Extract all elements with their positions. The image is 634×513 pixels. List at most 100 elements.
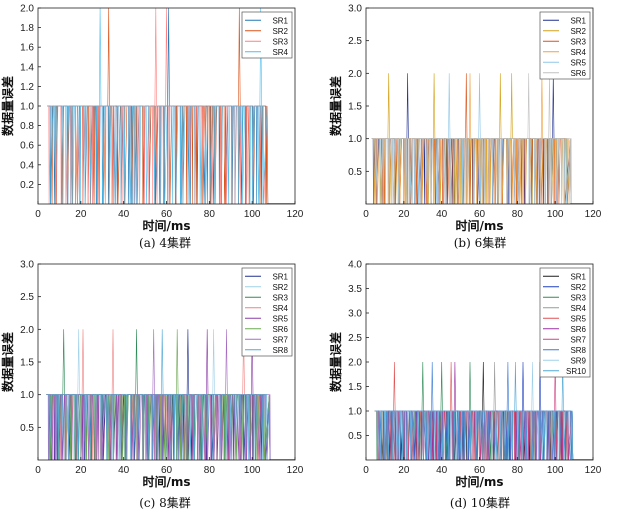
legend-label-sr5: SR5	[272, 314, 288, 323]
y-tick-label: 1.8	[20, 23, 34, 34]
legend-label-sr4: SR4	[272, 304, 288, 313]
legend-label-sr1: SR1	[272, 272, 288, 281]
x-tick-label: 0	[35, 209, 41, 220]
y-tick-label: 1.0	[20, 390, 34, 401]
y-tick-label: 2.5	[348, 36, 362, 47]
y-tick-label: 0.4	[20, 160, 34, 171]
series-lines	[47, 7, 269, 205]
y-tick-label: 3.5	[348, 284, 362, 295]
y-tick-label: 1.5	[20, 358, 34, 369]
x-tick-label: 80	[204, 465, 216, 476]
x-tick-label: 40	[118, 209, 130, 220]
y-tick-label: 2.5	[348, 333, 362, 344]
panel-caption: (d) 10集群	[450, 495, 510, 510]
y-tick-label: 1.5	[348, 102, 362, 113]
legend-label-sr6: SR6	[570, 69, 586, 78]
legend-label-sr8: SR8	[570, 346, 586, 355]
y-tick-label: 2.0	[348, 358, 362, 369]
legend-label-sr4: SR4	[272, 48, 288, 57]
series-line-sr6	[372, 73, 572, 205]
x-axis-label: 时间/ms	[142, 474, 190, 489]
x-tick-label: 80	[204, 209, 216, 220]
legend-label-sr2: SR2	[272, 283, 288, 292]
y-axis-label: 数据量误差	[328, 332, 343, 392]
y-tick-label: 1.0	[20, 102, 34, 113]
panel-1: 0 20 40 60 80 100 120 0.2 0.4 0.6 0.8 1.0 1.2 1.4 1.6 1…	[0, 4, 304, 251]
y-tick-label: 0.5	[348, 431, 362, 442]
panel-caption: (a) 4集群	[139, 235, 191, 250]
legend-label-sr2: SR2	[272, 27, 288, 36]
y-tick-label: 1.2	[20, 82, 34, 93]
y-tick-label: 1.0	[348, 407, 362, 418]
y-tick-label: 1.4	[20, 62, 34, 73]
x-axis-label: 时间/ms	[455, 218, 503, 233]
x-tick-label: 120	[287, 465, 304, 476]
x-tick-label: 100	[244, 209, 261, 220]
y-tick-label: 1.0	[348, 134, 362, 145]
y-axis-label: 数据量误差	[0, 332, 15, 392]
legend-label-sr2: SR2	[570, 283, 586, 292]
x-tick-label: 60	[161, 465, 173, 476]
legend-label-sr2: SR2	[570, 27, 586, 36]
legend-label-sr10: SR10	[566, 367, 587, 376]
legend-box	[241, 11, 293, 59]
x-tick-label: 120	[585, 465, 602, 476]
x-tick-label: 60	[161, 209, 173, 220]
legend-label-sr1: SR1	[570, 272, 586, 281]
panel-3: 0 20 40 60 80 100 120 0.5 1.0 1.5 2.0 2.5 3.0 时间/ms 数据…	[0, 260, 304, 511]
legend-label-sr6: SR6	[272, 325, 288, 334]
x-tick-label: 40	[436, 465, 448, 476]
legend-label-sr3: SR3	[570, 293, 586, 302]
y-tick-label: 1.5	[348, 382, 362, 393]
y-tick-label: 0.5	[348, 167, 362, 178]
x-tick-label: 100	[547, 209, 564, 220]
x-tick-label: 40	[118, 465, 130, 476]
panel-2: 0 20 40 60 80 100 120 0.5 1.0 1.5 2.0 2.5 3.0 时间/ms 数据…	[328, 4, 602, 251]
x-tick-label: 20	[398, 465, 410, 476]
y-tick-label: 3.0	[348, 309, 362, 320]
x-tick-label: 120	[287, 209, 304, 220]
y-tick-label: 3.0	[348, 4, 362, 15]
y-tick-label: 2.0	[348, 69, 362, 80]
x-axis-label: 时间/ms	[455, 474, 503, 489]
legend-label-sr8: SR8	[272, 346, 288, 355]
y-tick-label: 2.0	[20, 4, 34, 15]
x-axis-label: 时间/ms	[142, 218, 190, 233]
panel-4: 0 20 40 60 80 100 120 0.5 1.0 1.5 2.0 2.5 3.0 3.5 4.0 时…	[328, 260, 602, 511]
y-tick-label: 3.0	[20, 260, 34, 271]
legend-label-sr7: SR7	[570, 335, 586, 344]
x-tick-label: 60	[474, 209, 486, 220]
y-tick-label: 1.6	[20, 43, 34, 54]
x-tick-label: 0	[35, 465, 41, 476]
x-tick-label: 0	[363, 465, 369, 476]
legend-label-sr4: SR4	[570, 304, 586, 313]
panel-caption: (c) 8集群	[139, 495, 191, 510]
x-tick-label: 120	[585, 209, 602, 220]
legend-label-sr3: SR3	[272, 37, 288, 46]
legend-box	[539, 267, 591, 378]
x-tick-label: 20	[75, 465, 87, 476]
x-tick-label: 100	[244, 465, 261, 476]
x-tick-label: 20	[398, 209, 410, 220]
x-tick-label: 100	[547, 465, 564, 476]
y-tick-label: 2.0	[20, 325, 34, 336]
x-tick-label: 20	[75, 209, 87, 220]
series-lines	[46, 329, 271, 461]
legend-label-sr1: SR1	[570, 16, 586, 25]
legend-label-sr3: SR3	[272, 293, 288, 302]
y-tick-label: 0.2	[20, 180, 34, 191]
y-axis-label: 数据量误差	[328, 76, 343, 136]
legend-label-sr5: SR5	[570, 58, 586, 67]
legend-label-sr5: SR5	[570, 314, 586, 323]
y-axis-label: 数据量误差	[0, 76, 15, 136]
y-tick-label: 0.6	[20, 141, 34, 152]
legend-label-sr4: SR4	[570, 48, 586, 57]
x-tick-label: 80	[512, 209, 524, 220]
legend-box	[241, 267, 293, 357]
y-tick-label: 4.0	[348, 260, 362, 271]
